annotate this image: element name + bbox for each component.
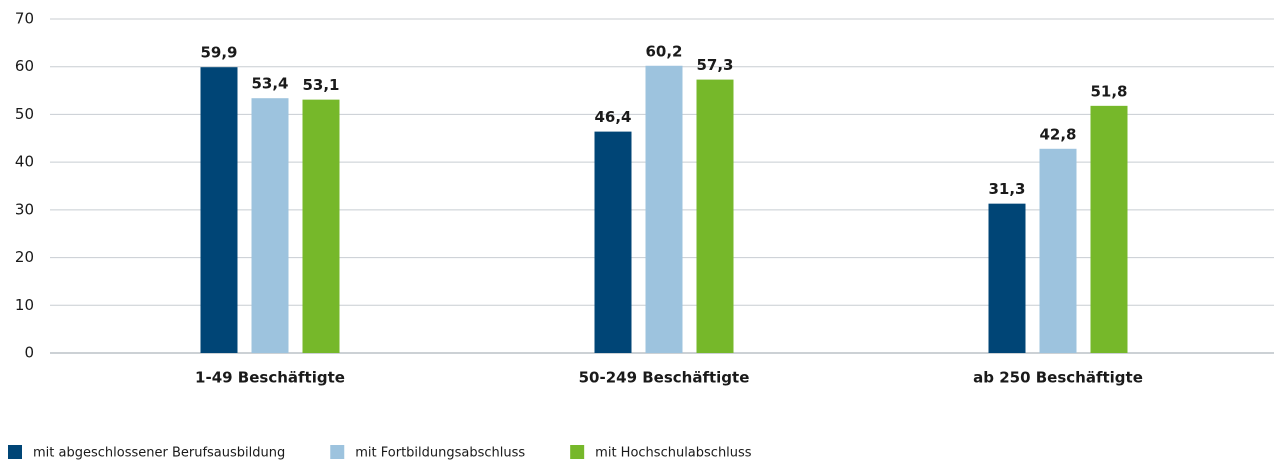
y-tick-label: 60 — [15, 57, 34, 75]
bar — [302, 99, 340, 353]
value-label: 51,8 — [1090, 82, 1127, 100]
value-label: 60,2 — [645, 42, 682, 60]
bar — [988, 203, 1026, 353]
y-tick-label: 70 — [15, 10, 34, 28]
value-label: 46,4 — [594, 108, 631, 126]
y-tick-label: 20 — [15, 248, 34, 266]
legend-swatch — [570, 445, 585, 459]
bar — [645, 65, 683, 353]
legend-label: mit Hochschulabschluss — [595, 446, 752, 461]
x-tick-label: ab 250 Beschäftigte — [973, 369, 1143, 387]
value-label: 59,9 — [200, 44, 237, 62]
bar — [594, 131, 632, 353]
x-tick-label: 50-249 Beschäftigte — [579, 369, 750, 387]
legend-label: mit abgeschlossener Berufsausbildung — [33, 446, 285, 461]
y-tick-label: 30 — [15, 200, 34, 218]
value-label: 31,3 — [988, 180, 1025, 198]
bar — [200, 67, 238, 353]
legend-label: mit Fortbildungsabschluss — [355, 446, 525, 461]
y-tick-label: 10 — [15, 296, 34, 314]
bar — [251, 98, 289, 353]
legend-swatch — [8, 445, 22, 459]
x-tick-label: 1-49 Beschäftigte — [195, 369, 345, 387]
y-tick-label: 40 — [15, 153, 34, 171]
legend-swatch — [330, 445, 345, 459]
value-label: 42,8 — [1039, 125, 1076, 143]
value-label: 53,4 — [251, 75, 288, 93]
bar — [1090, 105, 1128, 353]
bar — [696, 79, 734, 354]
y-tick-label: 0 — [24, 344, 34, 362]
y-tick-label: 50 — [15, 105, 34, 123]
value-label: 53,1 — [302, 76, 339, 94]
bar — [1039, 148, 1077, 353]
value-label: 57,3 — [696, 56, 733, 74]
